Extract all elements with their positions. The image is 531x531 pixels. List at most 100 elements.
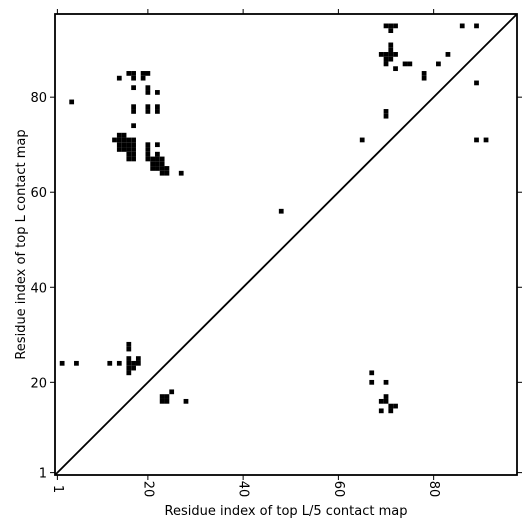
contact-cell-top-l [388, 52, 394, 57]
contact-cell-top-l [121, 132, 127, 138]
contact-cell-top-l [126, 137, 132, 143]
contact-cell-top-l [474, 23, 479, 29]
contact-cell-top-l [459, 23, 465, 29]
contact-cell-top-l [145, 104, 151, 110]
contact-cell-top-l [393, 66, 398, 72]
contact-cell-top-l [116, 75, 122, 81]
contact-cell-top-l5 [388, 408, 394, 414]
x-tick-label: 60 [331, 481, 346, 498]
contact-cell-top-l5 [183, 398, 189, 404]
contact-cell-top-l [159, 161, 165, 167]
contact-cell-top-l [131, 75, 136, 81]
contact-cell-top-l [145, 71, 151, 76]
diagonal-line [54, 13, 518, 476]
contact-cell-top-l [474, 137, 479, 143]
y-axis-label: Residue index of top L contact map [14, 129, 29, 359]
contact-cell-top-l5 [135, 360, 141, 366]
contact-cell-top-l5 [126, 356, 132, 361]
contact-cell-top-l [116, 132, 122, 138]
y-tick-label: 80 [30, 91, 47, 106]
contact-cell-top-l5 [169, 389, 175, 395]
contact-cell-top-l5 [126, 360, 132, 366]
y-tick-label: 1 [39, 467, 47, 482]
contact-cell-top-l5 [131, 360, 136, 366]
contact-cell-top-l [131, 142, 136, 148]
contact-cell-top-l [388, 28, 394, 34]
contact-cell-top-l [359, 137, 365, 143]
contact-cell-top-l [126, 142, 132, 148]
contact-cell-top-l5 [159, 398, 165, 404]
contact-cell-top-l [383, 56, 389, 62]
contact-cell-top-l [178, 170, 184, 176]
contact-cell-top-l [383, 52, 389, 57]
contact-cell-top-l [131, 85, 136, 91]
contact-cell-top-l [155, 151, 160, 157]
contact-cell-top-l [131, 71, 136, 76]
contact-cell-top-l [145, 90, 151, 95]
contact-cell-top-l [126, 147, 132, 152]
contact-cell-top-l [278, 208, 284, 214]
contact-cell-top-l [126, 156, 132, 162]
contact-cell-top-l [436, 61, 441, 67]
contact-cell-top-l [145, 85, 151, 91]
contact-cell-top-l [116, 137, 122, 143]
contact-cell-top-l5 [126, 346, 132, 352]
contact-cell-top-l [140, 75, 146, 81]
contact-cell-top-l [383, 61, 389, 67]
contact-cell-top-l [131, 137, 136, 143]
y-tick-label: 40 [30, 281, 47, 296]
contact-cell-top-l5 [378, 408, 384, 414]
contact-cell-top-l5 [159, 394, 165, 399]
contact-cell-top-l [164, 166, 170, 171]
contact-cell-top-l5 [107, 360, 113, 366]
contact-cell-top-l5 [369, 379, 375, 385]
contact-cell-top-l [155, 109, 160, 114]
y-tick-label: 20 [30, 376, 47, 391]
contact-cell-top-l [112, 137, 117, 143]
contact-cell-top-l5 [383, 398, 389, 404]
contact-cell-top-l [393, 23, 398, 29]
contact-cell-top-l5 [383, 379, 389, 385]
contact-cell-top-l [421, 75, 427, 81]
contact-cell-top-l [116, 142, 122, 148]
contact-cell-top-l [131, 123, 136, 129]
contact-cell-top-l [159, 170, 165, 176]
contact-cell-top-l [131, 156, 136, 162]
contact-cell-top-l [388, 47, 394, 53]
contact-cell-top-l [159, 156, 165, 162]
contact-cell-top-l5 [126, 370, 132, 376]
contact-cell-top-l [155, 161, 160, 167]
contact-cell-top-l [140, 71, 146, 76]
contact-cell-top-l [116, 147, 122, 152]
contact-cell-top-l [126, 151, 132, 157]
contact-cell-top-l [155, 166, 160, 171]
contact-cell-top-l [421, 71, 427, 76]
contact-cell-top-l [145, 147, 151, 152]
contact-cell-top-l [383, 113, 389, 119]
axis-ticks: 1 20 40 60 80 1 20 40 60 80 [30, 9, 522, 497]
contact-cell-top-l [150, 156, 156, 162]
contact-cell-top-l [126, 71, 132, 76]
contact-cells [59, 23, 489, 414]
contact-cell-top-l [155, 104, 160, 110]
contact-cell-top-l5 [378, 398, 384, 404]
contact-cell-top-l [121, 147, 127, 152]
contact-cell-top-l5 [59, 360, 65, 366]
contact-cell-top-l [121, 142, 127, 148]
contact-cell-top-l [164, 170, 170, 176]
contact-cell-top-l5 [74, 360, 79, 366]
contact-cell-top-l5 [369, 370, 375, 376]
contact-cell-top-l [150, 161, 156, 167]
contact-cell-top-l [121, 137, 127, 143]
contact-cell-top-l5 [126, 341, 132, 347]
contact-cell-top-l [155, 90, 160, 95]
contact-cell-top-l [155, 156, 160, 162]
contact-cell-top-l [407, 61, 413, 67]
contact-cell-top-l [150, 166, 156, 171]
x-tick-label: 80 [426, 481, 441, 498]
contact-cell-top-l5 [388, 403, 394, 409]
contact-cell-top-l [131, 151, 136, 157]
contact-cell-top-l [383, 109, 389, 114]
contact-cell-top-l5 [116, 360, 122, 366]
